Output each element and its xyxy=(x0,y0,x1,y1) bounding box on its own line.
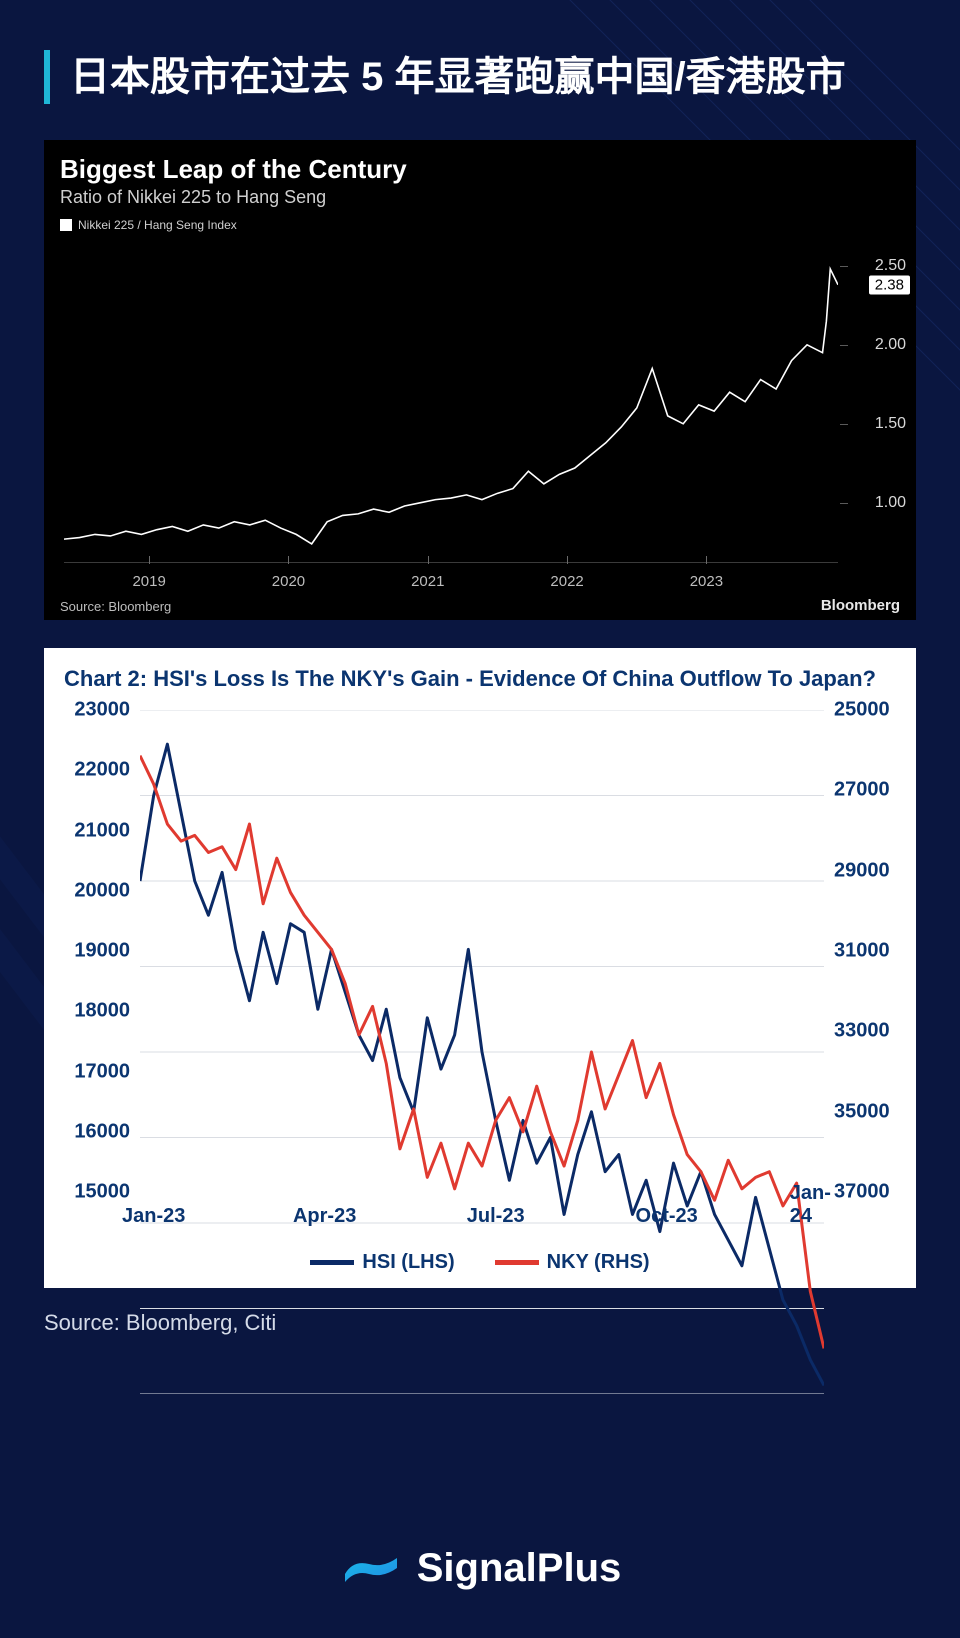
chart2-left-y-tick: 20000 xyxy=(74,879,130,902)
chart2-x-tick: Jan-24 xyxy=(790,1182,831,1228)
chart1-last-value-box: 2.38 xyxy=(869,275,910,294)
chart2-legend-label-nky: NKY (RHS) xyxy=(547,1251,650,1274)
chart1-x-tick: 2021 xyxy=(411,573,444,590)
chart2-left-y-tick: 18000 xyxy=(74,1000,130,1023)
chart-2-hsi-vs-nky: Chart 2: HSI's Loss Is The NKY's Gain - … xyxy=(44,648,916,1288)
brand-logo-icon xyxy=(339,1544,403,1592)
chart1-x-tick: 2022 xyxy=(550,573,583,590)
chart2-right-y-tick: 33000 xyxy=(834,1020,890,1043)
page-title: 日本股市在过去 5 年显著跑赢中国/香港股市 xyxy=(70,50,916,104)
chart2-left-y-axis: 2300022000210002000019000180001700016000… xyxy=(44,710,140,1192)
chart2-x-tick: Jan-23 xyxy=(122,1205,185,1228)
chart2-right-y-tick: 25000 xyxy=(834,699,890,722)
chart1-legend-label: Nikkei 225 / Hang Seng Index xyxy=(78,218,237,232)
chart1-y-tick: 2.50 xyxy=(875,257,906,275)
chart2-left-y-tick: 23000 xyxy=(74,699,130,722)
chart2-legend-item-nky: NKY (RHS) xyxy=(495,1251,650,1274)
brand-name: SignalPlus xyxy=(417,1546,622,1591)
chart2-left-y-tick: 17000 xyxy=(74,1060,130,1083)
chart1-source-label: Source: Bloomberg xyxy=(60,599,171,614)
chart2-x-tick: Apr-23 xyxy=(293,1205,356,1228)
chart2-legend-swatch-hsi xyxy=(310,1260,354,1265)
chart1-y-tick: 1.50 xyxy=(875,415,906,433)
chart1-plot-area xyxy=(64,250,838,566)
chart2-left-y-tick: 21000 xyxy=(74,819,130,842)
chart2-x-axis: Jan-23Apr-23Jul-23Oct-23Jan-24 xyxy=(140,1200,824,1228)
chart1-legend-swatch xyxy=(60,219,72,231)
chart2-legend-swatch-nky xyxy=(495,1260,539,1265)
chart1-x-tick: 2019 xyxy=(132,573,165,590)
chart2-legend-label-hsi: HSI (LHS) xyxy=(362,1251,454,1274)
page-title-block: 日本股市在过去 5 年显著跑赢中国/香港股市 xyxy=(44,50,916,104)
chart2-plot-area xyxy=(140,710,824,1192)
footer-brand: SignalPlus xyxy=(0,1544,960,1592)
chart2-x-tick: Jul-23 xyxy=(467,1205,525,1228)
chart2-x-tick: Oct-23 xyxy=(636,1205,698,1228)
chart1-subtitle: Ratio of Nikkei 225 to Hang Seng xyxy=(60,187,900,208)
chart1-y-axis: 2.50 2.00 1.50 1.00 2.38 xyxy=(838,250,916,566)
chart1-title: Biggest Leap of the Century xyxy=(60,154,900,185)
chart1-legend: Nikkei 225 / Hang Seng Index xyxy=(60,218,900,232)
chart2-right-y-tick: 29000 xyxy=(834,859,890,882)
chart1-x-axis: 2019 2020 2021 2022 2023 xyxy=(64,566,838,590)
chart2-right-y-tick: 37000 xyxy=(834,1181,890,1204)
chart-1-nikkei-hangseng-ratio: Biggest Leap of the Century Ratio of Nik… xyxy=(44,140,916,620)
chart2-left-y-tick: 15000 xyxy=(74,1181,130,1204)
chart2-right-y-axis: 25000270002900031000330003500037000 xyxy=(824,710,916,1192)
chart2-left-y-tick: 22000 xyxy=(74,759,130,782)
chart2-right-y-tick: 27000 xyxy=(834,779,890,802)
chart1-x-tick: 2020 xyxy=(272,573,305,590)
chart2-left-y-tick: 19000 xyxy=(74,940,130,963)
chart1-y-tick: 2.00 xyxy=(875,336,906,354)
chart2-legend-item-hsi: HSI (LHS) xyxy=(310,1251,454,1274)
chart1-brand-label: Bloomberg xyxy=(821,597,900,614)
chart1-x-tick: 2023 xyxy=(690,573,723,590)
chart1-y-tick: 1.00 xyxy=(875,494,906,512)
chart2-right-y-tick: 35000 xyxy=(834,1100,890,1123)
chart2-left-y-tick: 16000 xyxy=(74,1120,130,1143)
chart2-right-y-tick: 31000 xyxy=(834,940,890,963)
chart2-legend: HSI (LHS) NKY (RHS) xyxy=(44,1251,916,1274)
chart2-title: Chart 2: HSI's Loss Is The NKY's Gain - … xyxy=(64,666,896,692)
